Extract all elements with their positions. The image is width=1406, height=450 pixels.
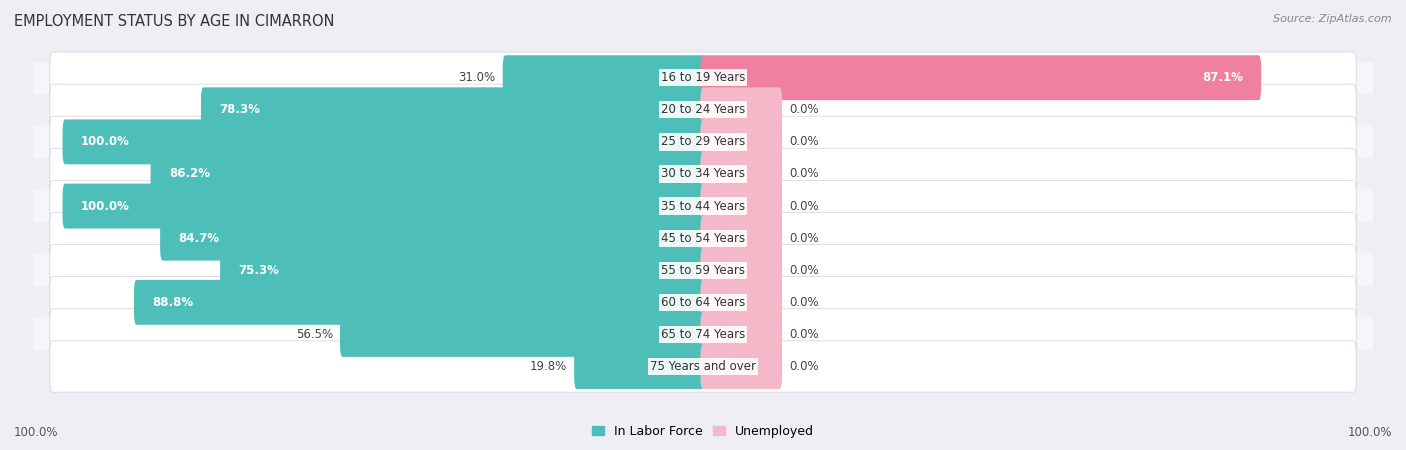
FancyBboxPatch shape — [49, 148, 1357, 200]
FancyBboxPatch shape — [49, 212, 1357, 264]
Text: 100.0%: 100.0% — [1347, 426, 1392, 438]
Bar — [34, 318, 1372, 351]
Bar — [34, 158, 1372, 190]
Text: 35 to 44 Years: 35 to 44 Years — [661, 199, 745, 212]
FancyBboxPatch shape — [221, 248, 706, 292]
Text: 75.3%: 75.3% — [239, 264, 280, 277]
FancyBboxPatch shape — [700, 152, 782, 197]
FancyBboxPatch shape — [49, 84, 1357, 135]
Bar — [34, 190, 1372, 222]
FancyBboxPatch shape — [700, 344, 782, 389]
FancyBboxPatch shape — [49, 52, 1357, 104]
Text: 86.2%: 86.2% — [169, 167, 209, 180]
Bar — [34, 286, 1372, 318]
Text: 0.0%: 0.0% — [789, 264, 818, 277]
Text: 31.0%: 31.0% — [458, 71, 496, 84]
Text: 100.0%: 100.0% — [14, 426, 59, 438]
FancyBboxPatch shape — [700, 119, 782, 164]
Text: EMPLOYMENT STATUS BY AGE IN CIMARRON: EMPLOYMENT STATUS BY AGE IN CIMARRON — [14, 14, 335, 28]
Text: Source: ZipAtlas.com: Source: ZipAtlas.com — [1274, 14, 1392, 23]
Text: 55 to 59 Years: 55 to 59 Years — [661, 264, 745, 277]
Text: 87.1%: 87.1% — [1202, 71, 1243, 84]
FancyBboxPatch shape — [503, 55, 706, 100]
FancyBboxPatch shape — [700, 184, 782, 229]
FancyBboxPatch shape — [62, 119, 706, 164]
Text: 45 to 54 Years: 45 to 54 Years — [661, 232, 745, 245]
Text: 100.0%: 100.0% — [82, 135, 129, 148]
FancyBboxPatch shape — [201, 87, 706, 132]
FancyBboxPatch shape — [700, 312, 782, 357]
Text: 0.0%: 0.0% — [789, 135, 818, 148]
Text: 78.3%: 78.3% — [219, 104, 260, 116]
Text: 0.0%: 0.0% — [789, 104, 818, 116]
Text: 84.7%: 84.7% — [179, 232, 219, 245]
FancyBboxPatch shape — [700, 216, 782, 261]
Text: 25 to 29 Years: 25 to 29 Years — [661, 135, 745, 148]
Text: 0.0%: 0.0% — [789, 328, 818, 341]
FancyBboxPatch shape — [49, 116, 1357, 167]
Bar — [34, 351, 1372, 382]
Legend: In Labor Force, Unemployed: In Labor Force, Unemployed — [586, 420, 820, 443]
FancyBboxPatch shape — [49, 180, 1357, 232]
Bar — [34, 222, 1372, 254]
Text: 0.0%: 0.0% — [789, 232, 818, 245]
FancyBboxPatch shape — [700, 280, 782, 325]
FancyBboxPatch shape — [700, 87, 782, 132]
FancyBboxPatch shape — [49, 277, 1357, 328]
Text: 56.5%: 56.5% — [295, 328, 333, 341]
Text: 16 to 19 Years: 16 to 19 Years — [661, 71, 745, 84]
Bar — [34, 94, 1372, 126]
Text: 65 to 74 Years: 65 to 74 Years — [661, 328, 745, 341]
Bar — [34, 62, 1372, 94]
Text: 100.0%: 100.0% — [82, 199, 129, 212]
Text: 30 to 34 Years: 30 to 34 Years — [661, 167, 745, 180]
FancyBboxPatch shape — [700, 55, 1261, 100]
FancyBboxPatch shape — [134, 280, 706, 325]
FancyBboxPatch shape — [49, 244, 1357, 296]
FancyBboxPatch shape — [160, 216, 706, 261]
Text: 0.0%: 0.0% — [789, 360, 818, 373]
FancyBboxPatch shape — [150, 152, 706, 197]
Bar — [34, 126, 1372, 158]
FancyBboxPatch shape — [340, 312, 706, 357]
Text: 60 to 64 Years: 60 to 64 Years — [661, 296, 745, 309]
Bar — [34, 254, 1372, 286]
FancyBboxPatch shape — [49, 309, 1357, 360]
Text: 0.0%: 0.0% — [789, 199, 818, 212]
Text: 20 to 24 Years: 20 to 24 Years — [661, 104, 745, 116]
FancyBboxPatch shape — [62, 184, 706, 229]
Text: 88.8%: 88.8% — [152, 296, 194, 309]
FancyBboxPatch shape — [700, 248, 782, 292]
Text: 75 Years and over: 75 Years and over — [650, 360, 756, 373]
Text: 19.8%: 19.8% — [530, 360, 567, 373]
FancyBboxPatch shape — [574, 344, 706, 389]
FancyBboxPatch shape — [49, 341, 1357, 392]
Text: 0.0%: 0.0% — [789, 167, 818, 180]
Text: 0.0%: 0.0% — [789, 296, 818, 309]
